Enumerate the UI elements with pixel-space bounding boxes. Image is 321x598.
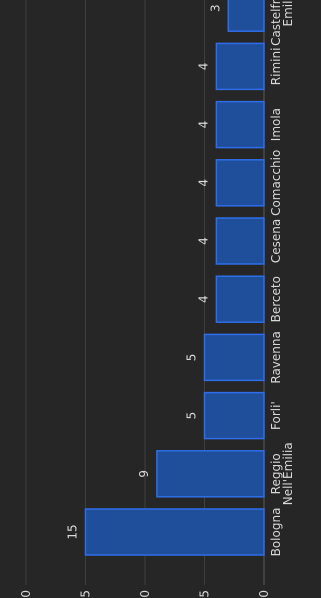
data-label: 4 [196, 295, 210, 303]
category-label-line: Rimini [269, 48, 283, 86]
bar [156, 450, 265, 498]
data-label: 4 [196, 179, 210, 187]
bars-group [84, 0, 265, 556]
category-label-line: Castelfranco [269, 0, 283, 46]
data-label: 15 [66, 524, 80, 539]
data-label: 9 [137, 470, 151, 478]
bar [215, 100, 265, 149]
category-label-line: Ravenna [269, 331, 283, 383]
data-label: 4 [196, 121, 210, 129]
category-label-line: Emilia [281, 0, 295, 27]
value-tick-label: 20 [19, 590, 33, 598]
bar [203, 333, 265, 382]
bar [84, 508, 265, 556]
category-label: Cesena [269, 219, 283, 263]
category-label: ReggioNell'Emilia [269, 442, 295, 505]
bar [203, 391, 265, 440]
category-label: Bologna [269, 508, 283, 557]
category-label: Imola [269, 108, 283, 141]
data-label: 4 [196, 237, 210, 245]
value-tick-label: 10 [138, 590, 152, 598]
category-label-line: Comacchio [269, 150, 283, 216]
plot-group: 15 9 5 5 4 4 4 4 4 3 Bologna ReggioNell'Emilia Forl… [19, 0, 295, 598]
category-label: Comacchio [269, 150, 283, 216]
category-label-line: Cesena [269, 219, 283, 263]
category-label: Rimini [269, 48, 283, 86]
category-label: Forli' [269, 401, 283, 430]
category-label: CastelfrancoEmilia [269, 0, 295, 46]
category-label: Berceto [269, 276, 283, 322]
category-label-line: Nell'Emilia [281, 442, 295, 505]
bar [227, 0, 265, 32]
category-labels-group: Bologna ReggioNell'Emilia Forli' Ravenna Ber… [269, 0, 295, 556]
bar [215, 159, 265, 207]
data-label: 3 [208, 4, 222, 12]
data-label: 5 [185, 412, 199, 420]
data-label: 5 [185, 354, 199, 362]
category-label-line: Forli' [269, 401, 283, 430]
bar [215, 42, 265, 91]
bar [215, 275, 265, 323]
category-label-line: Imola [269, 108, 283, 141]
value-tick-label: 0 [257, 590, 271, 598]
data-labels-group: 15 9 5 5 4 4 4 4 4 3 [66, 4, 223, 539]
value-tick-label: 5 [198, 590, 212, 598]
value-tick-label: 15 [79, 590, 93, 598]
data-label: 4 [196, 63, 210, 71]
category-label: Ravenna [269, 331, 283, 383]
category-label-line: Bologna [269, 508, 283, 557]
bar [215, 217, 265, 265]
value-axis-ticks: 0 5 10 15 20 [19, 590, 271, 598]
category-label-line: Berceto [269, 276, 283, 322]
category-label-line: Reggio [269, 453, 283, 494]
